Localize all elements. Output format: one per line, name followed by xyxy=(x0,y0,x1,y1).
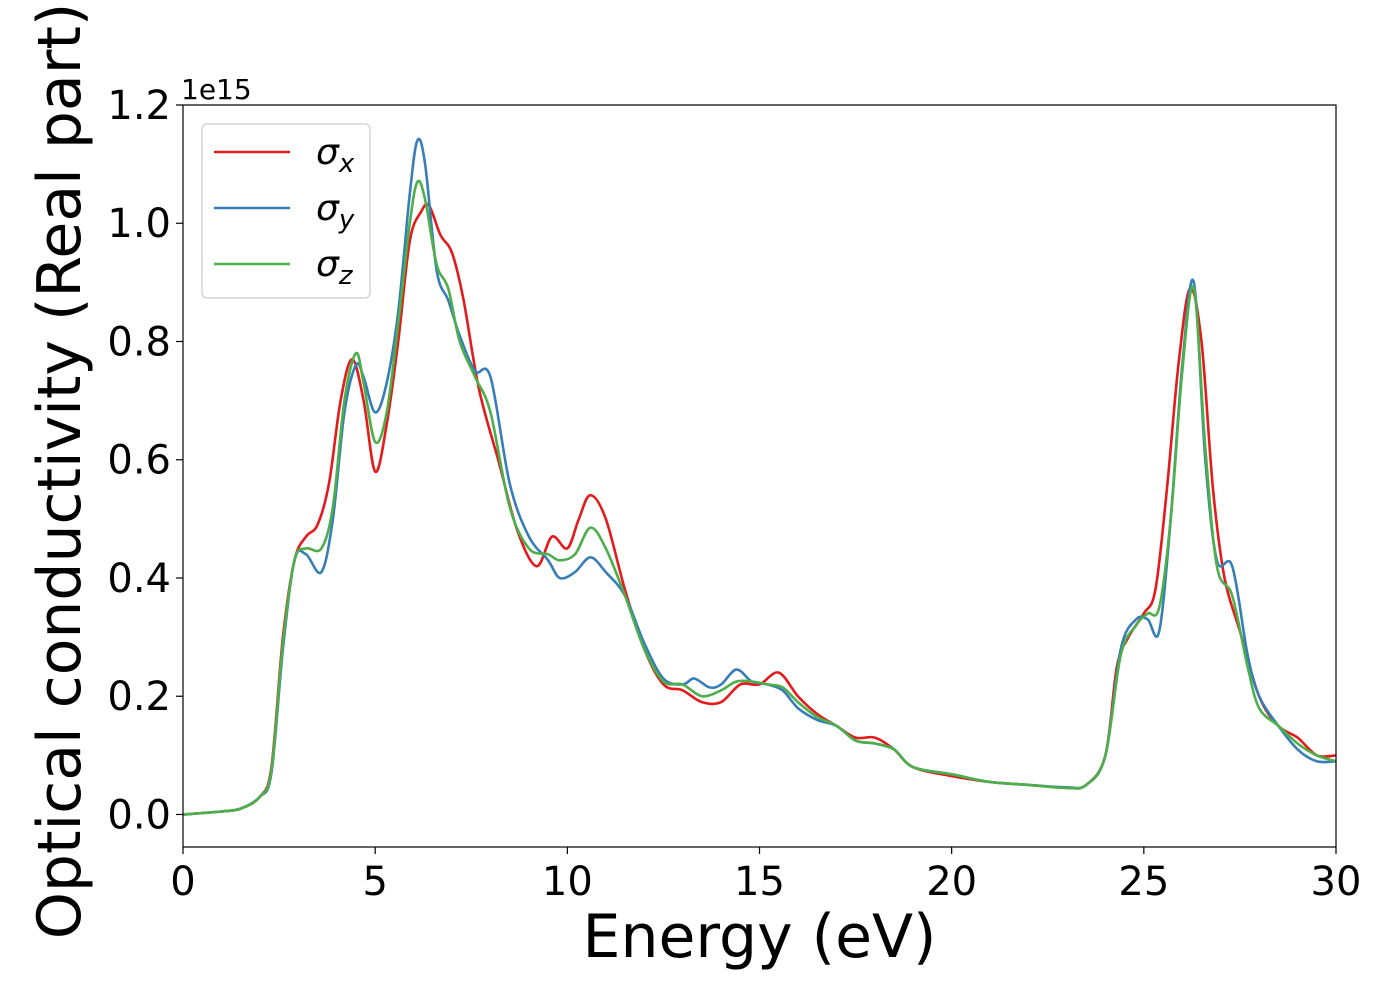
series-line-sigma-x xyxy=(183,202,1336,816)
series-layer xyxy=(183,137,1336,816)
legend-subscript: x xyxy=(338,149,355,179)
legend-subscript: y xyxy=(338,205,355,235)
x-tick-label: 25 xyxy=(1118,859,1169,905)
y-axis-offset-label: 1e15 xyxy=(181,73,252,106)
x-tick-label: 15 xyxy=(734,859,785,905)
y-tick-label: 0.4 xyxy=(107,556,171,602)
y-tick-label: 1.0 xyxy=(107,201,171,247)
x-axis-ticks: 0 5 10 15 20 25 30 xyxy=(170,847,1361,905)
y-tick-label: 0.2 xyxy=(107,674,171,720)
y-tick-label: 1.2 xyxy=(107,83,171,129)
legend-box xyxy=(201,123,371,299)
legend-label-sigma-z: σz xyxy=(316,244,354,291)
x-tick-label: 5 xyxy=(362,859,387,905)
y-axis-ticks: 0.0 0.2 0.4 0.6 0.8 1.0 1.2 xyxy=(107,83,183,838)
x-tick-label: 0 xyxy=(170,859,195,905)
x-tick-label: 20 xyxy=(926,859,977,905)
y-tick-label: 0.8 xyxy=(107,319,171,365)
y-tick-label: 0.0 xyxy=(107,792,171,838)
legend-subscript: z xyxy=(338,261,354,291)
x-axis-label: Energy (eV) xyxy=(583,902,937,972)
series-line-sigma-z xyxy=(183,179,1336,816)
y-axis-label: Optical conductivity (Real part) xyxy=(25,3,95,940)
y-tick-label: 0.6 xyxy=(107,438,171,484)
x-tick-label: 10 xyxy=(542,859,593,905)
x-tick-label: 30 xyxy=(1311,859,1362,905)
